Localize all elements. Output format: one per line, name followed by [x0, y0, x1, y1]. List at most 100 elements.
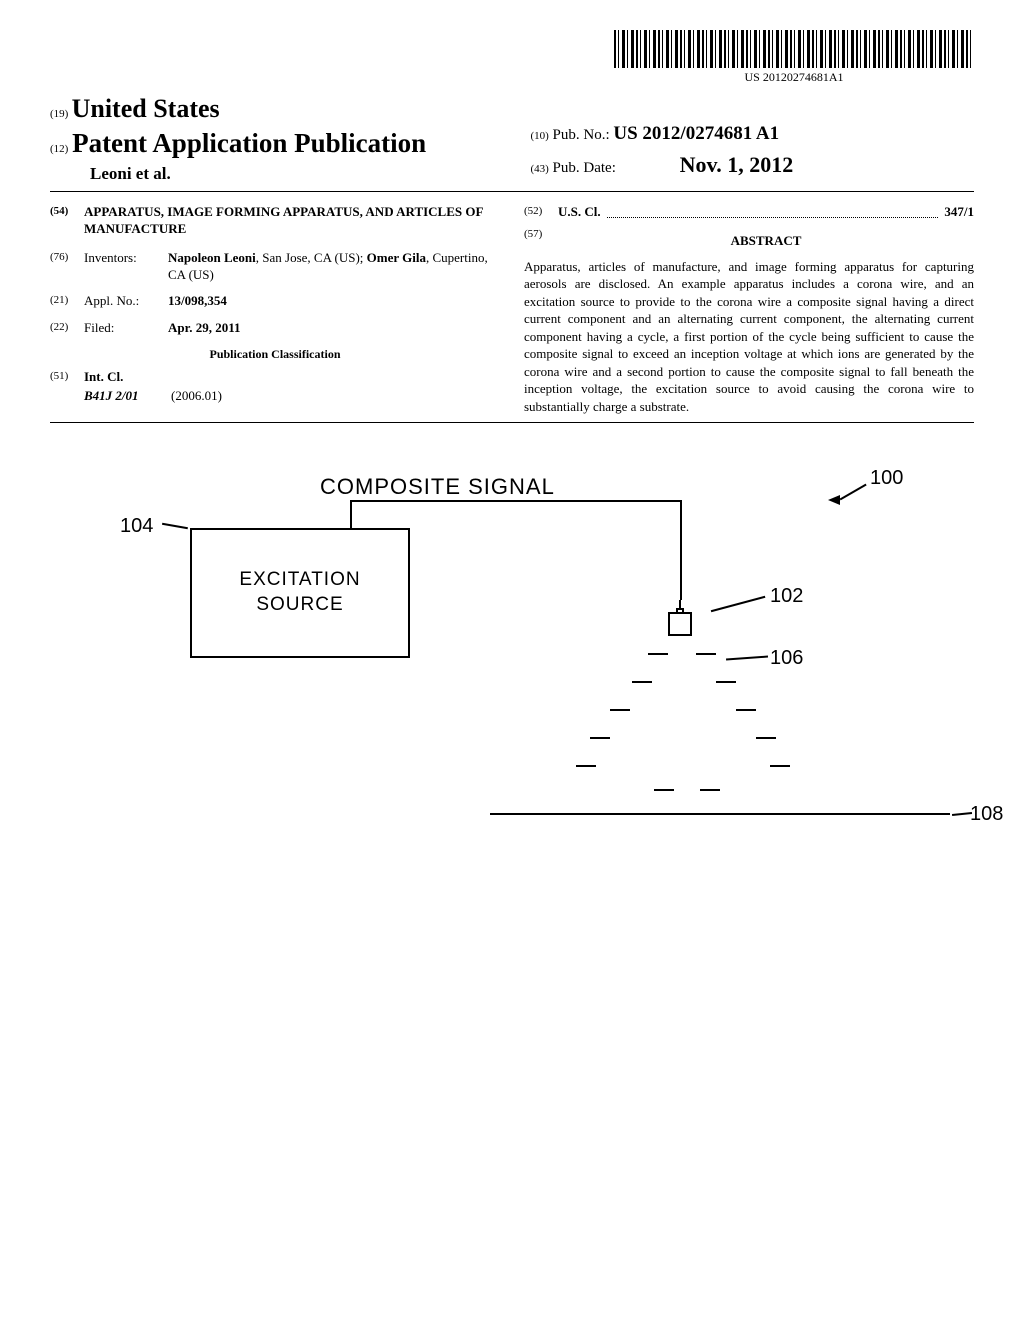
ref-100: 100 [870, 465, 903, 491]
header-right: (10) Pub. No.: US 2012/0274681 A1 (43) P… [530, 92, 974, 185]
intcl-class: B41J 2/01 (2006.01) [84, 388, 222, 405]
pub-code: (12) [50, 143, 68, 155]
aerosol-dash [770, 765, 790, 768]
barcode-lines [614, 30, 974, 68]
intcl-class-row: B41J 2/01 (2006.01) [50, 388, 500, 405]
country-name: United States [72, 94, 220, 123]
wire-segment-down-left [350, 500, 352, 528]
aerosol-dash [610, 709, 630, 712]
excitation-source-text: EXCITATION SOURCE [239, 568, 360, 617]
authors-line: Leoni et al. [90, 163, 530, 185]
pub-classification-header: Publication Classification [50, 347, 500, 363]
country-line: (19) United States [50, 92, 530, 126]
filed-value: Apr. 29, 2011 [168, 320, 500, 337]
header-left: (19) United States (12) Patent Applicati… [50, 92, 530, 185]
filed-code: (22) [50, 320, 84, 337]
inventors-code: (76) [50, 250, 84, 284]
barcode: US 20120274681A1 [614, 30, 974, 86]
biblio-right-column: (52) U.S. Cl. 347/1 (57) ABSTRACT Appara… [524, 204, 974, 416]
uscl-label: U.S. Cl. [558, 204, 601, 221]
applno-label: Appl. No.: [84, 293, 168, 310]
biblio-left-column: (54) APPARATUS, IMAGE FORMING APPARATUS,… [50, 204, 500, 416]
aerosol-dash [700, 789, 720, 792]
inventors-value: Napoleon Leoni, San Jose, CA (US); Omer … [168, 250, 500, 284]
abstract-header-row: (57) ABSTRACT [524, 227, 974, 258]
figure-1: COMPOSITE SIGNAL EXCITATION SOURCE 100 1… [50, 473, 974, 903]
pubno-label: Pub. No.: [553, 127, 610, 143]
filed-row: (22) Filed: Apr. 29, 2011 [50, 320, 500, 337]
pubdate-label: Pub. Date: [553, 160, 616, 176]
intcl-class-text: B41J 2/01 [84, 388, 139, 403]
inventors-label: Inventors: [84, 250, 168, 284]
uscl-label-text: U.S. Cl. [558, 204, 601, 219]
uscl-leader-dots [607, 204, 939, 218]
pubdate-value: Nov. 1, 2012 [680, 152, 794, 177]
aerosol-dash [696, 653, 716, 656]
aerosol-dash [654, 789, 674, 792]
ref-102: 102 [770, 583, 803, 609]
pubno-code: (10) [530, 130, 548, 142]
corona-wire-symbol [662, 600, 698, 638]
pub-date-line: (43) Pub. Date: Nov. 1, 2012 [530, 151, 974, 180]
wire-segment-down-right [680, 500, 682, 600]
abstract-text: Apparatus, articles of manufacture, and … [524, 258, 974, 416]
aerosol-dash [576, 765, 596, 768]
corona-box [668, 612, 692, 636]
applno-value: 13/098,354 [168, 293, 500, 310]
intcl-label-text: Int. Cl. [84, 369, 123, 384]
applno-row: (21) Appl. No.: 13/098,354 [50, 293, 500, 310]
header-rule [50, 191, 974, 192]
wire-segment-top [350, 500, 680, 502]
applno-value-text: 13/098,354 [168, 293, 227, 308]
applno-code: (21) [50, 293, 84, 310]
pub-number-line: (10) Pub. No.: US 2012/0274681 A1 [530, 122, 974, 147]
aerosol-dash [590, 737, 610, 740]
lead-104 [162, 522, 188, 528]
pubdate-code: (43) [530, 163, 548, 175]
intcl-label: Int. Cl. [84, 369, 123, 386]
inventor-2-name: Omer Gila [367, 250, 426, 265]
barcode-region: US 20120274681A1 [50, 30, 974, 86]
pubno-value: US 2012/0274681 A1 [613, 123, 779, 144]
publication-type-line: (12) Patent Application Publication [50, 126, 530, 161]
invention-title-block: (54) APPARATUS, IMAGE FORMING APPARATUS,… [50, 204, 500, 238]
lead-106 [726, 655, 768, 659]
aerosol-dash [632, 681, 652, 684]
biblio-rule [50, 422, 974, 423]
ref-108: 108 [970, 801, 1003, 827]
document-header: (19) United States (12) Patent Applicati… [50, 92, 974, 185]
pub-type: Patent Application Publication [72, 128, 426, 158]
inventor-1-name: Napoleon Leoni [168, 250, 256, 265]
abstract-header: ABSTRACT [558, 233, 974, 250]
excitation-source-box: EXCITATION SOURCE [190, 528, 410, 658]
arrowhead-100-icon [828, 493, 842, 507]
lead-100 [840, 483, 867, 499]
intcl-spacer [50, 388, 84, 405]
uscl-row: (52) U.S. Cl. 347/1 [524, 204, 974, 221]
ref-104: 104 [120, 513, 153, 539]
intcl-code: (51) [50, 369, 84, 386]
excitation-line1: EXCITATION [239, 569, 360, 590]
aerosol-dash [756, 737, 776, 740]
substrate-line [490, 813, 950, 815]
country-code: (19) [50, 108, 68, 120]
inventor-1-rest: , San Jose, CA (US); [256, 250, 367, 265]
bibliographic-section: (54) APPARATUS, IMAGE FORMING APPARATUS,… [50, 204, 974, 416]
intcl-date: (2006.01) [171, 388, 222, 403]
barcode-text: US 20120274681A1 [614, 70, 974, 86]
inventors-row: (76) Inventors: Napoleon Leoni, San Jose… [50, 250, 500, 284]
aerosol-dash [648, 653, 668, 656]
ref-106: 106 [770, 645, 803, 671]
aerosol-dash [716, 681, 736, 684]
intcl-row: (51) Int. Cl. [50, 369, 500, 386]
filed-value-text: Apr. 29, 2011 [168, 320, 240, 335]
invention-title: APPARATUS, IMAGE FORMING APPARATUS, AND … [84, 204, 500, 238]
composite-signal-label: COMPOSITE SIGNAL [320, 473, 555, 502]
uscl-value: 347/1 [944, 204, 974, 221]
lead-102 [711, 595, 765, 611]
excitation-line2: SOURCE [256, 594, 343, 615]
title-code: (54) [50, 204, 84, 238]
abstract-code: (57) [524, 227, 558, 258]
uscl-code: (52) [524, 204, 558, 221]
aerosol-dash [736, 709, 756, 712]
